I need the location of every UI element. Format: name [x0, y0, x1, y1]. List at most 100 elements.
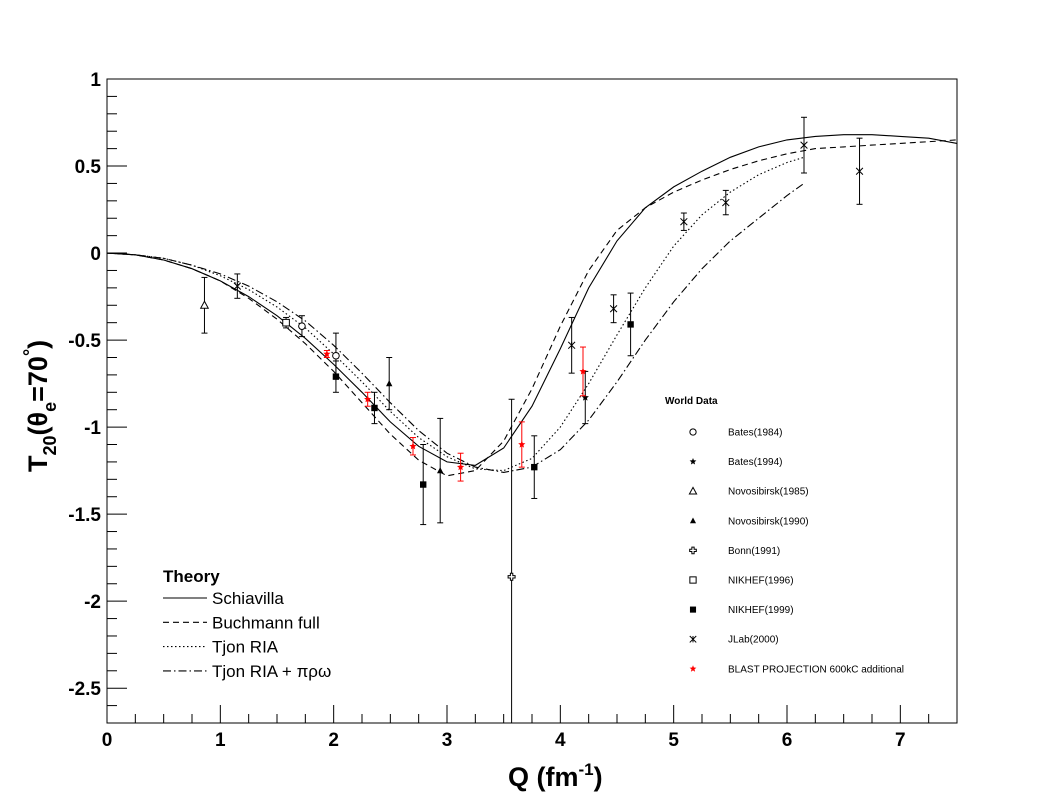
y-tick-label: -0.5	[68, 331, 101, 352]
marker-x-star	[689, 635, 697, 643]
world-legend-entry: Novosibirsk(1985)	[688, 486, 809, 498]
world-legend-label: Bates(1984)	[728, 428, 782, 439]
data-point	[323, 350, 331, 358]
y-tick-label: 0.5	[75, 157, 102, 178]
marker-red-star	[689, 665, 697, 672]
marker-open-cross	[689, 546, 697, 555]
theory-legend-label: Tjon RIA + πρω	[212, 662, 331, 681]
theory-curves	[106, 134, 958, 477]
data-point	[409, 437, 417, 456]
theory-legend-entry: Tjon RIA	[163, 638, 279, 657]
x-axis-title: Q (fm-1)	[508, 760, 603, 792]
world-legend-label: Novosibirsk(1990)	[728, 516, 809, 527]
theory-legend-entry: Tjon RIA + πρω	[163, 662, 331, 681]
world-legend-entry: JLab(2000)	[689, 635, 779, 646]
theory-curve	[106, 134, 958, 466]
marker-open-circle	[332, 351, 340, 360]
marker-filled-square	[332, 373, 340, 380]
data-point	[332, 360, 340, 393]
world-legend-label: Novosibirsk(1985)	[728, 487, 809, 498]
data-point	[800, 116, 808, 174]
marker-filled-star	[581, 393, 589, 401]
world-legend-label: JLab(2000)	[728, 635, 779, 646]
marker-filled-square	[371, 404, 378, 412]
theory-legend: Theory Schiavilla Buchmann full Tjon RIA Tj…	[163, 567, 331, 681]
marker-open-circle	[298, 322, 306, 330]
x-tick-label: 5	[668, 730, 679, 751]
data-point	[371, 391, 378, 425]
marker-red-star	[323, 350, 331, 358]
theory-legend-label: Schiavilla	[212, 589, 284, 608]
world-data-legend: World Data Bates(1984) Bates(1994) Novosib…	[665, 396, 904, 675]
marker-open-triangle	[199, 300, 210, 309]
theory-legend-label: Buchmann full	[212, 613, 320, 632]
axis-ticks	[106, 78, 958, 724]
theory-legend-label: Tjon RIA	[212, 638, 279, 657]
y-tick-label: -2	[84, 592, 101, 613]
data-point	[386, 356, 393, 411]
marker-filled-square	[531, 463, 538, 471]
marker-x-star	[567, 341, 576, 350]
data-point	[282, 316, 290, 329]
world-legend-label: NIKHEF(1996)	[728, 576, 794, 587]
marker-open-square	[282, 318, 290, 327]
marker-x-star	[800, 141, 808, 149]
marker-x-star	[722, 198, 730, 207]
data-point	[518, 421, 526, 468]
data-point	[531, 435, 538, 499]
x-tick-label: 7	[895, 730, 906, 751]
x-tick-label: 4	[555, 730, 566, 751]
world-legend-entry: NIKHEF(1996)	[689, 576, 794, 587]
y-tick-label: -1	[84, 418, 101, 439]
marker-filled-triangle	[386, 380, 393, 387]
marker-filled-triangle	[689, 517, 697, 524]
world-legend-label: Bates(1994)	[728, 457, 782, 468]
marker-filled-star	[689, 458, 697, 465]
x-tick-labels: 0 1 2 3 4 5 6 7	[102, 730, 906, 751]
y-tick-label: 1	[90, 70, 101, 91]
data-point	[579, 346, 587, 397]
data-point	[199, 276, 210, 334]
world-legend-entry: Novosibirsk(1990)	[689, 516, 809, 527]
data-point	[364, 391, 372, 407]
world-legend-entry: Bates(1984)	[689, 428, 782, 439]
marker-open-circle	[689, 428, 697, 436]
world-legend-entry: BLAST PROJECTION 600kC additional	[689, 664, 904, 675]
data-point	[627, 292, 634, 357]
theory-curve	[106, 182, 805, 473]
x-tick-label: 2	[328, 730, 339, 751]
y-tick-label: 0	[90, 244, 101, 265]
marker-open-square	[689, 576, 697, 584]
marker-open-cross	[507, 572, 516, 581]
theory-curve	[106, 156, 805, 472]
x-tick-label: 0	[102, 730, 113, 751]
marker-open-triangle	[688, 486, 698, 495]
data-points	[199, 116, 864, 723]
data-point	[457, 452, 465, 482]
marker-filled-square	[689, 606, 697, 613]
marker-x-star	[233, 282, 242, 290]
marker-x-star	[680, 217, 688, 226]
data-point	[507, 398, 516, 723]
marker-red-star	[457, 463, 465, 471]
y-axis-title: T20(θe=70°)	[20, 340, 60, 472]
marker-x-star	[855, 167, 864, 176]
data-point	[437, 417, 444, 524]
marker-filled-triangle	[437, 467, 444, 474]
marker-red-star	[579, 367, 587, 375]
world-legend-label: NIKHEF(1999)	[728, 605, 794, 616]
data-point	[567, 316, 576, 374]
y-tick-label: -1.5	[68, 505, 101, 526]
y-tick-label: -2.5	[68, 679, 101, 700]
data-point	[233, 273, 242, 299]
theory-legend-entry: Buchmann full	[163, 613, 320, 632]
theory-legend-title: Theory	[163, 567, 220, 586]
theory-legend-entry: Schiavilla	[163, 589, 284, 608]
y-tick-labels: 1 0.5 0 -0.5 -1 -1.5 -2 -2.5	[68, 70, 101, 700]
marker-filled-square	[627, 321, 634, 328]
world-legend-label: BLAST PROJECTION 600kC additional	[728, 664, 904, 675]
marker-x-star	[609, 304, 618, 313]
world-legend-entry: Bates(1994)	[689, 457, 782, 468]
world-legend-label: Bonn(1991)	[728, 546, 780, 557]
